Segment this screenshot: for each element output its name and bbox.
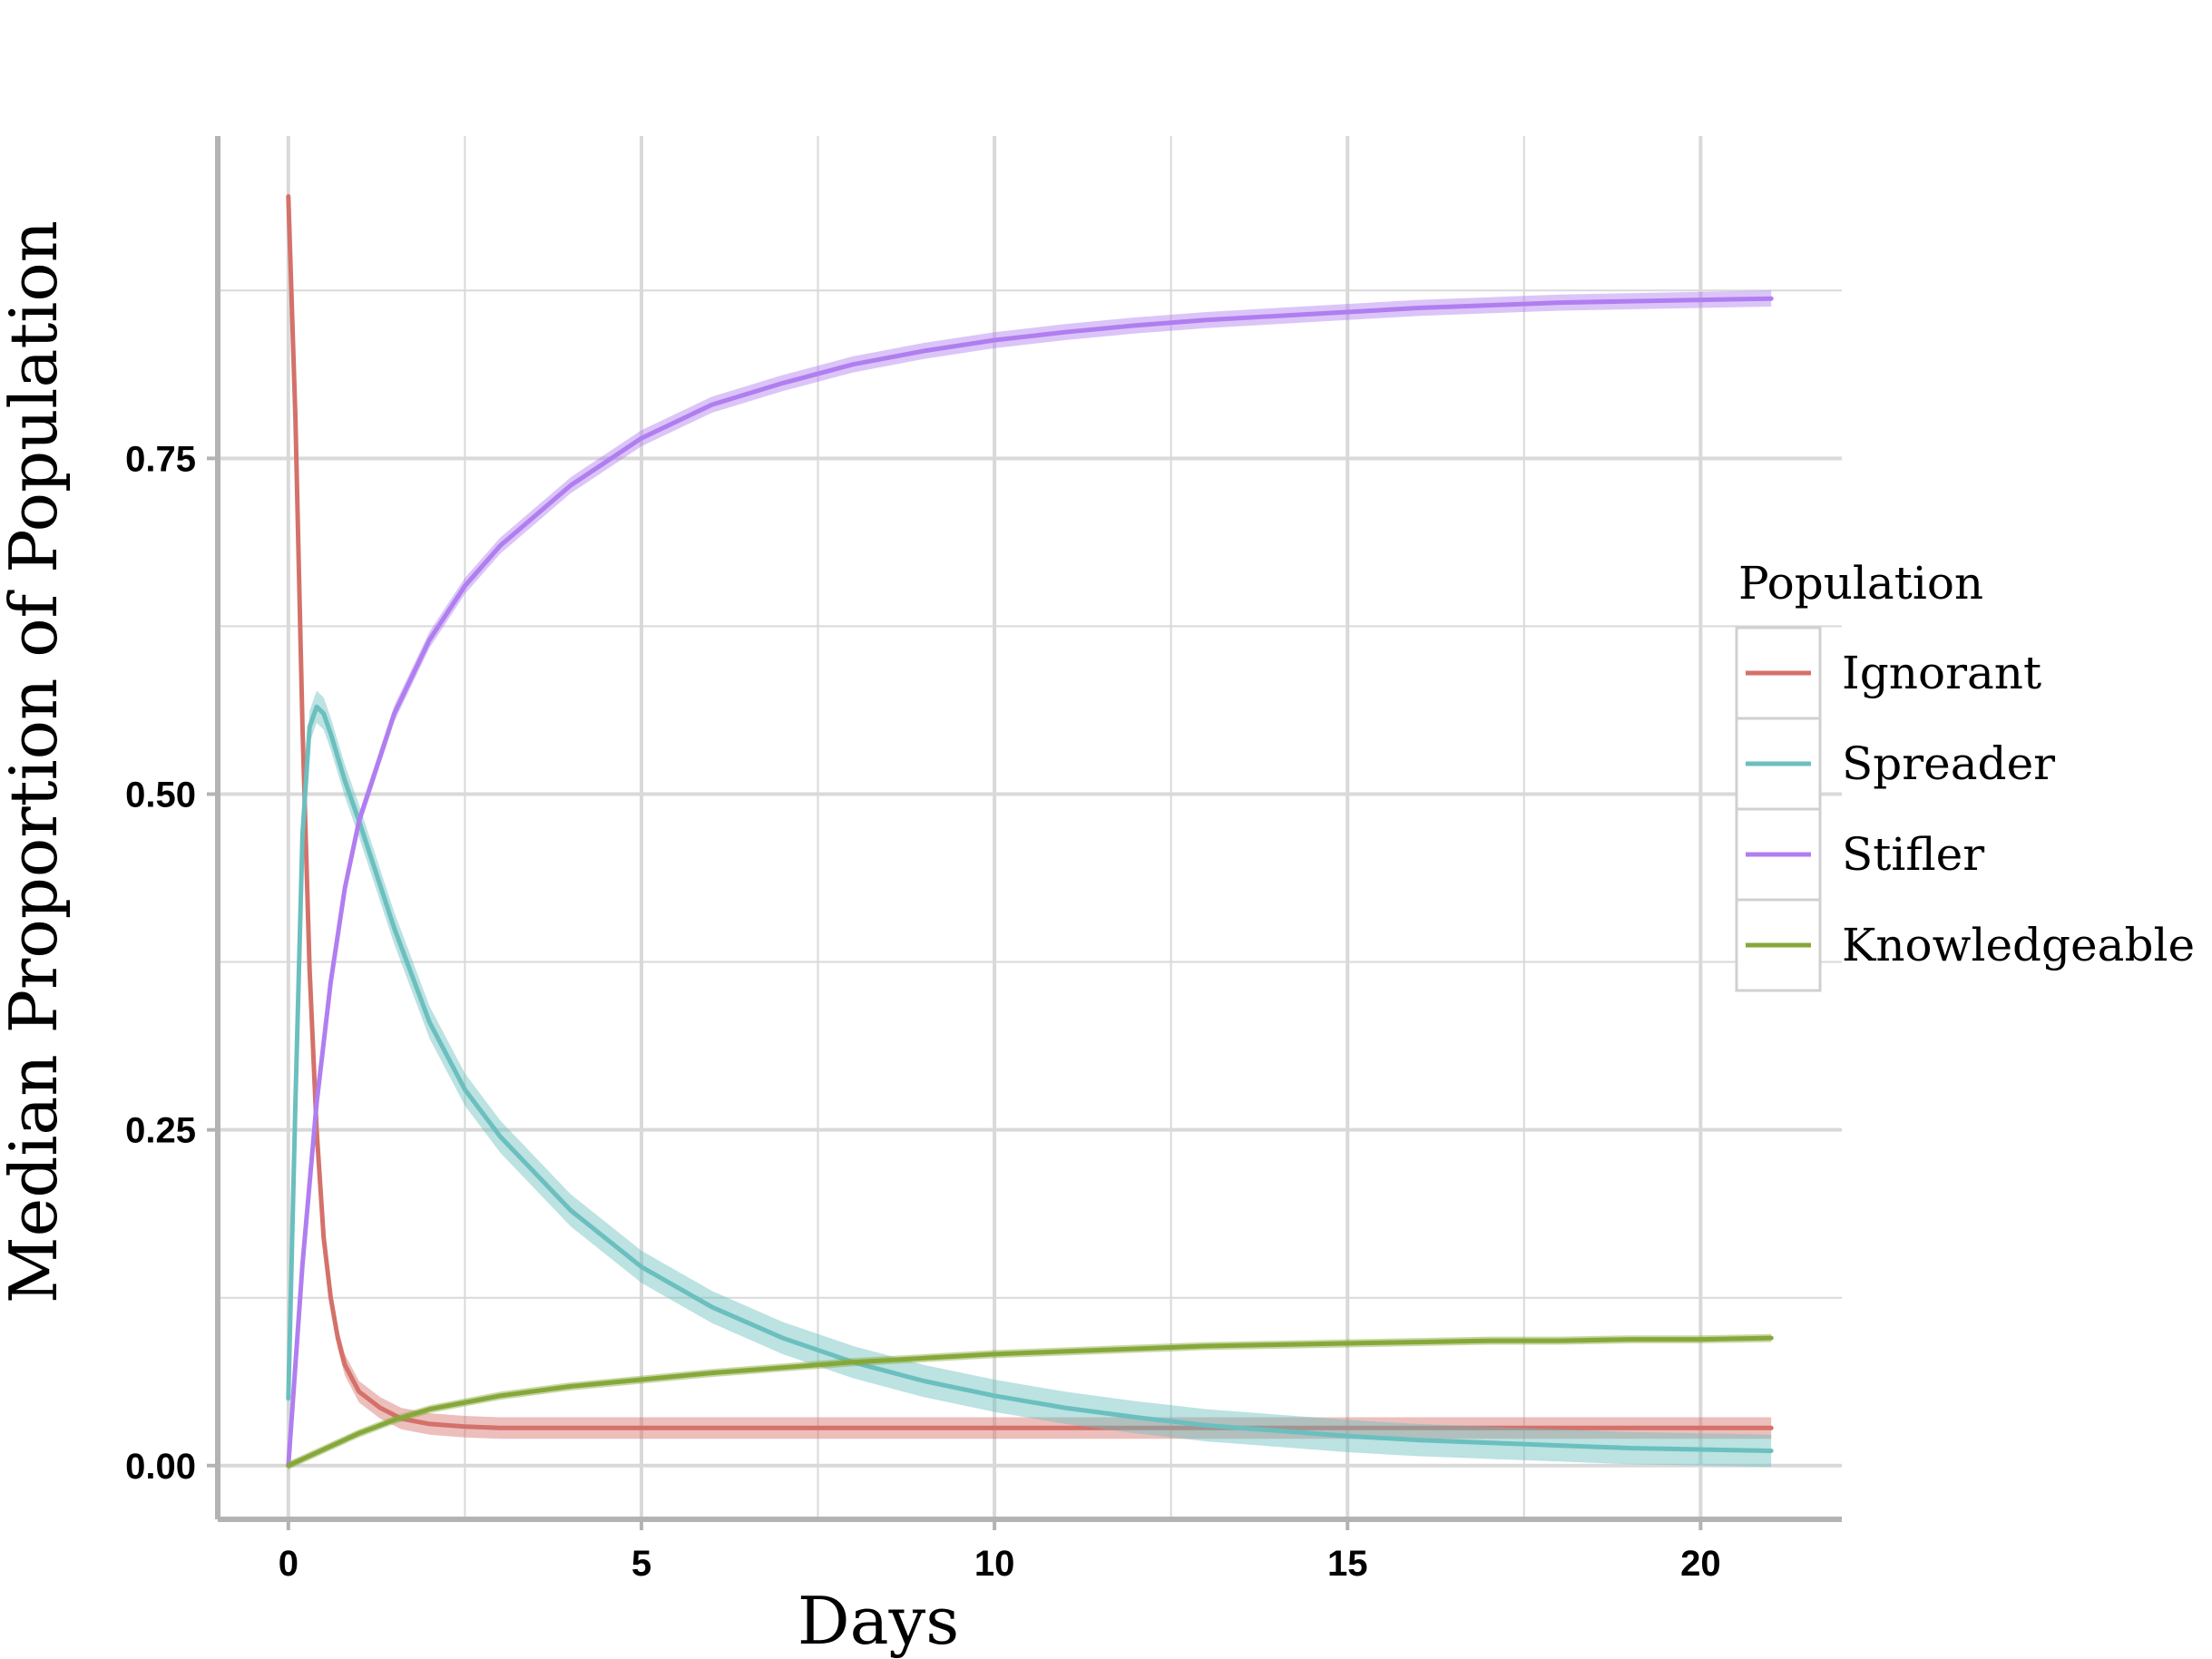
series-line-knowledgeable xyxy=(286,1335,1774,1469)
y-tick-label: 0.25 xyxy=(125,1111,196,1151)
x-tick-label: 5 xyxy=(631,1544,651,1584)
series-band-spreader xyxy=(288,690,1772,1468)
series-line-stifler xyxy=(286,296,1774,1469)
series-line-ignorant xyxy=(286,194,1774,1430)
legend: Population Ignorant Spreader Stifler Knowle… xyxy=(1735,557,2195,992)
x-tick-label: 10 xyxy=(974,1544,1015,1584)
legend-title: Population xyxy=(1738,557,1983,610)
series-ignorant xyxy=(286,185,1774,1439)
legend-item-ignorant: Ignorant xyxy=(1735,626,2041,720)
x-tick-label: 0 xyxy=(279,1544,299,1584)
legend-label: Knowledgeable xyxy=(1842,919,2195,971)
series-band-stifler xyxy=(288,290,1772,1474)
legend-label: Ignorant xyxy=(1842,647,2041,699)
legend-label: Spreader xyxy=(1842,737,2055,790)
x-tick-label: 20 xyxy=(1680,1544,1721,1584)
y-tick-label: 0.00 xyxy=(125,1447,196,1487)
axes xyxy=(215,136,1842,1522)
legend-label: Stifler xyxy=(1842,828,1984,881)
y-tick-label: 0.50 xyxy=(125,775,196,815)
series-knowledgeable xyxy=(286,1333,1774,1470)
legend-item-spreader: Spreader xyxy=(1735,717,2055,811)
legend-item-stifler: Stifler xyxy=(1735,807,1984,902)
series-stifler xyxy=(286,290,1774,1474)
x-tick-label: 15 xyxy=(1327,1544,1368,1584)
legend-item-knowledgeable: Knowledgeable xyxy=(1735,898,2195,992)
series-layer xyxy=(286,185,1774,1474)
y-axis-title: Median Proportion of Population xyxy=(0,220,72,1303)
x-axis-title: Days xyxy=(798,1583,959,1659)
x-ticks: 0 5 10 15 20 xyxy=(279,1519,1721,1584)
series-spreader xyxy=(286,690,1774,1468)
y-tick-label: 0.75 xyxy=(125,439,196,479)
grid xyxy=(218,136,1842,1519)
series-line-spreader xyxy=(286,704,1774,1453)
y-ticks: 0.00 0.25 0.50 0.75 xyxy=(125,439,218,1487)
series-band-ignorant xyxy=(288,185,1772,1439)
